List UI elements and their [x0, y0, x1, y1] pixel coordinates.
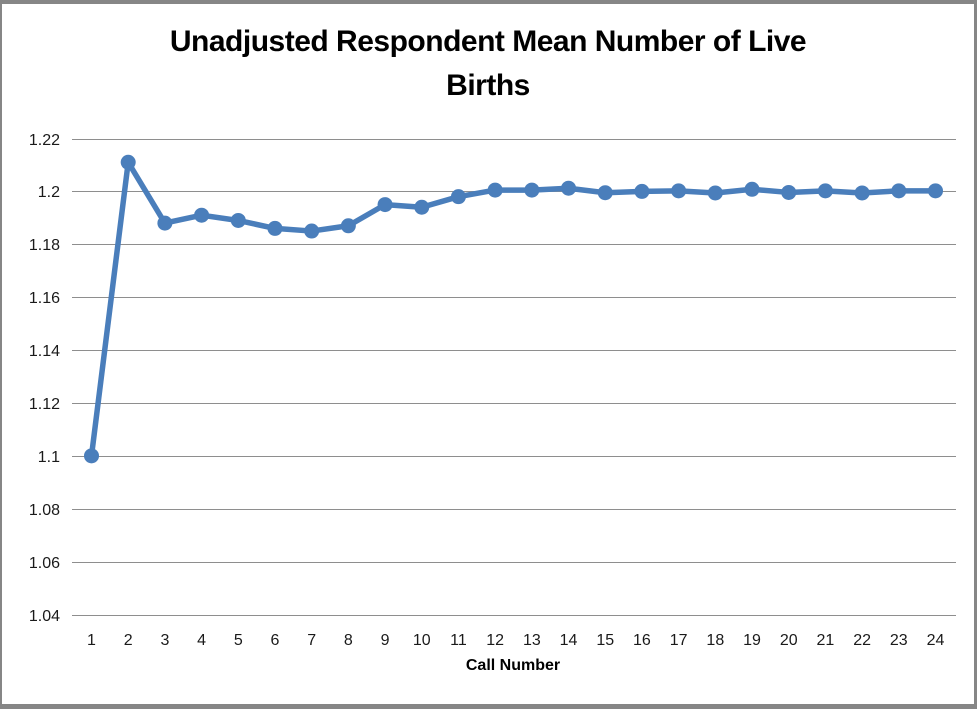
- x-tick-label: 12: [486, 632, 504, 649]
- data-point-marker: [854, 185, 870, 201]
- data-point-marker: [84, 448, 99, 464]
- x-tick-label: 14: [560, 632, 578, 649]
- data-point-marker: [524, 182, 540, 198]
- x-tick-label: 9: [381, 632, 390, 649]
- data-point-marker: [561, 180, 577, 196]
- x-tick-label: 5: [234, 632, 243, 649]
- data-point-marker: [194, 207, 210, 223]
- y-tick-label: 1.04: [29, 608, 60, 625]
- x-tick-label: 19: [743, 632, 761, 649]
- x-tick-label: 24: [927, 632, 945, 649]
- data-point-marker: [634, 183, 650, 199]
- series-line: [88, 159, 939, 459]
- y-tick-label: 1.08: [29, 502, 60, 519]
- data-point-marker: [487, 182, 503, 198]
- y-tick-label: 1.16: [29, 290, 60, 307]
- data-point-marker: [671, 183, 687, 199]
- y-tick-label: 1.22: [29, 132, 60, 149]
- x-tick-label: 4: [197, 632, 206, 649]
- data-point-marker: [891, 183, 907, 199]
- x-tick-label: 11: [450, 632, 467, 649]
- data-point-marker: [120, 154, 136, 170]
- data-point-marker: [377, 197, 393, 213]
- x-tick-label: 18: [706, 632, 724, 649]
- data-point-marker: [340, 218, 356, 234]
- chart-title-text: Unadjusted Respondent Mean Number of Liv…: [169, 25, 807, 102]
- x-tick-label: 13: [523, 632, 541, 649]
- y-tick-label: 1.06: [29, 555, 60, 572]
- x-tick-label: 16: [633, 632, 651, 649]
- y-tick-label: 1.14: [29, 343, 60, 360]
- line-chart-plot: 1.221.21.181.161.141.121.11.081.061.041 2…: [29, 132, 956, 649]
- data-point-marker: [450, 189, 466, 205]
- y-tick-label: 1.1: [38, 449, 60, 466]
- x-tick-label: 20: [780, 632, 798, 649]
- data-point-marker: [928, 183, 943, 199]
- x-tick-label: 6: [271, 632, 280, 649]
- data-point-marker: [744, 181, 760, 197]
- y-tick-label: 1.2: [38, 184, 60, 201]
- x-tick-label: 2: [124, 632, 133, 649]
- x-tick-label: 15: [596, 632, 614, 649]
- y-tick-label: 1.12: [29, 396, 60, 413]
- data-point-marker: [597, 185, 613, 201]
- x-axis-title: Call Number: [465, 657, 561, 674]
- x-tick-label: 7: [307, 632, 316, 649]
- data-point-marker: [304, 223, 320, 239]
- data-point-marker: [781, 184, 797, 200]
- data-point-marker: [707, 185, 723, 201]
- y-tick-label: 1.18: [29, 237, 60, 254]
- x-tick-label: 8: [344, 632, 353, 649]
- data-point-marker: [230, 212, 246, 228]
- data-point-marker: [157, 215, 173, 231]
- x-tick-label: 1: [87, 632, 96, 649]
- x-tick-label: 22: [853, 632, 871, 649]
- x-tick-label: 23: [890, 632, 908, 649]
- x-tick-label: 10: [413, 632, 431, 649]
- x-tick-label: 21: [817, 632, 835, 649]
- x-tick-label: 3: [160, 632, 169, 649]
- x-tick-label: 17: [670, 632, 688, 649]
- chart-title: Unadjusted Respondent Mean Number of Liv…: [2, 20, 974, 107]
- data-point-marker: [414, 199, 430, 215]
- data-point-marker: [267, 220, 283, 236]
- data-point-marker: [817, 183, 833, 199]
